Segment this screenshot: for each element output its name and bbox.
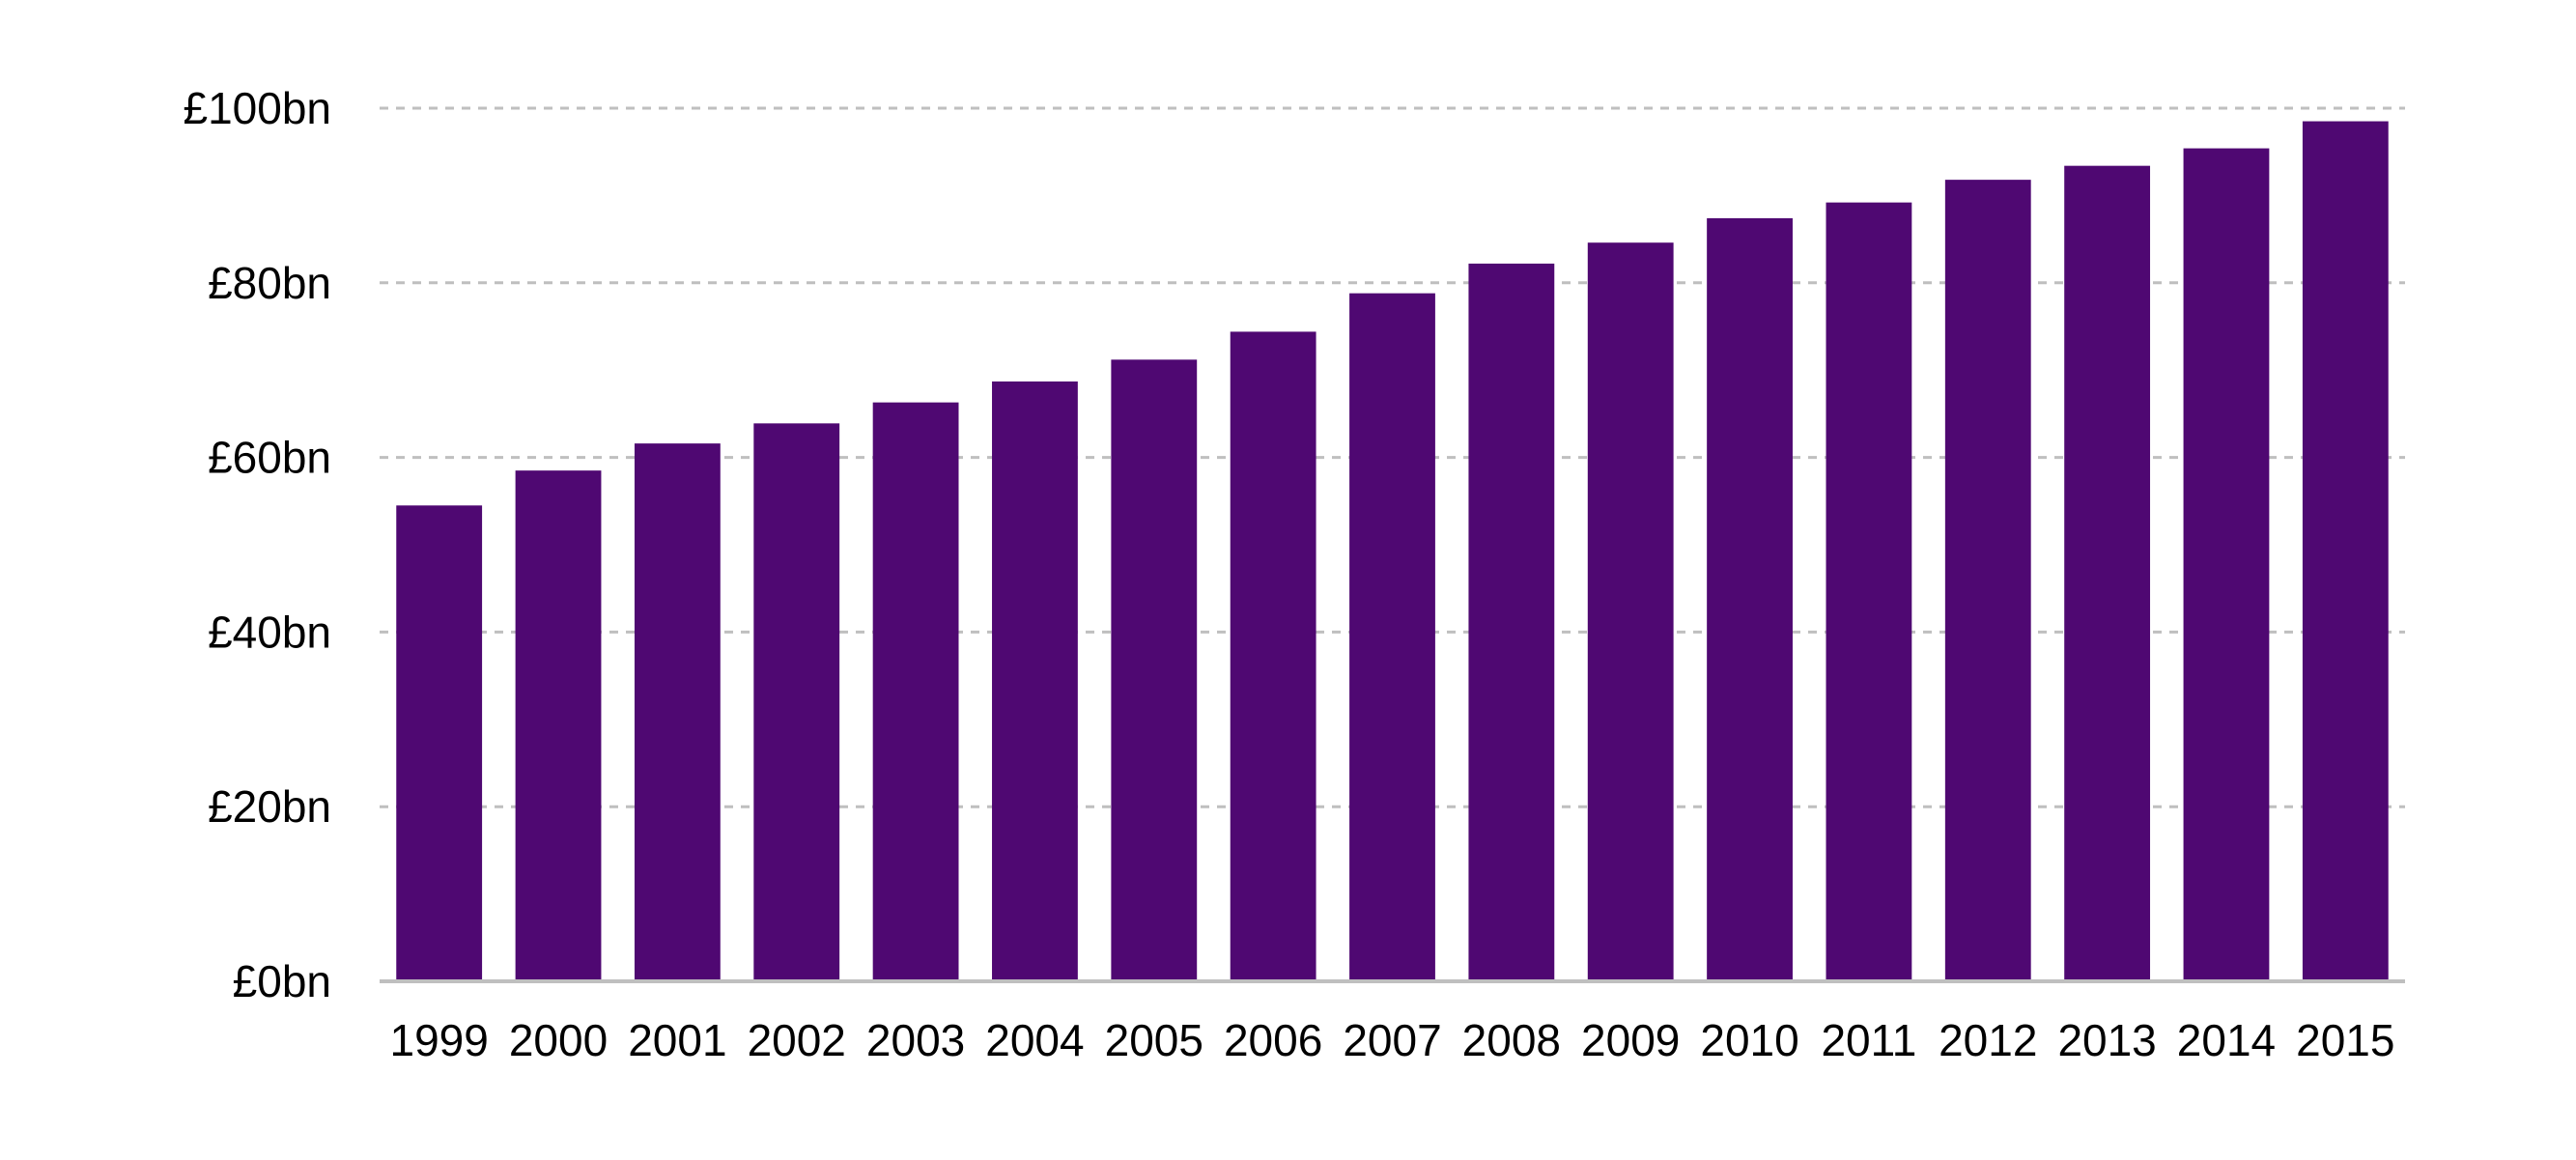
x-tick-label: 2000	[509, 1015, 608, 1065]
bar	[1111, 359, 1198, 981]
x-tick-label: 2001	[628, 1015, 726, 1065]
x-tick-label: 2014	[2177, 1015, 2276, 1065]
y-tick-label: £0bn	[233, 956, 331, 1006]
y-tick-label: £40bn	[208, 607, 331, 657]
x-tick-label: 2008	[1462, 1015, 1561, 1065]
x-tick-label: 2011	[1821, 1015, 1916, 1065]
y-tick-label: £80bn	[208, 258, 331, 308]
bar	[992, 381, 1078, 981]
y-tick-label: £60bn	[208, 433, 331, 483]
bar	[515, 470, 602, 981]
x-tick-label: 2007	[1343, 1015, 1441, 1065]
x-tick-label: 2005	[1105, 1015, 1203, 1065]
x-tick-label: 2002	[748, 1015, 846, 1065]
bar	[1826, 202, 1912, 981]
x-tick-label: 2015	[2296, 1015, 2394, 1065]
x-tick-label: 2006	[1224, 1015, 1322, 1065]
y-axis-tick-labels: £0bn £20bn £40bn £60bn £80bn £100bn	[184, 83, 332, 1006]
x-tick-label: 2012	[1939, 1015, 2037, 1065]
bars	[396, 121, 2389, 982]
bar	[1349, 293, 1435, 981]
bar	[2183, 148, 2270, 982]
x-tick-label: 2004	[985, 1015, 1084, 1065]
y-tick-label: £100bn	[184, 83, 332, 133]
bar	[1944, 180, 2031, 982]
x-tick-label: 2013	[2057, 1015, 2156, 1065]
bar	[1587, 242, 1674, 981]
bar	[753, 423, 840, 981]
x-tick-label: 2010	[1700, 1015, 1798, 1065]
bar	[872, 402, 959, 981]
bar	[634, 443, 721, 981]
bar	[396, 505, 483, 981]
x-axis-tick-labels: 1999 2000 2001 2002 2003 2004 2005 2006 2007 2008…	[390, 1015, 2395, 1065]
x-tick-label: 1999	[390, 1015, 489, 1065]
y-tick-label: £20bn	[208, 781, 331, 832]
bar	[1707, 217, 1793, 982]
x-tick-label: 2009	[1581, 1015, 1680, 1065]
bar	[1230, 331, 1316, 981]
x-tick-label: 2003	[866, 1015, 965, 1065]
bar	[1468, 263, 1555, 981]
bar	[2302, 121, 2389, 981]
bar	[2064, 165, 2151, 981]
